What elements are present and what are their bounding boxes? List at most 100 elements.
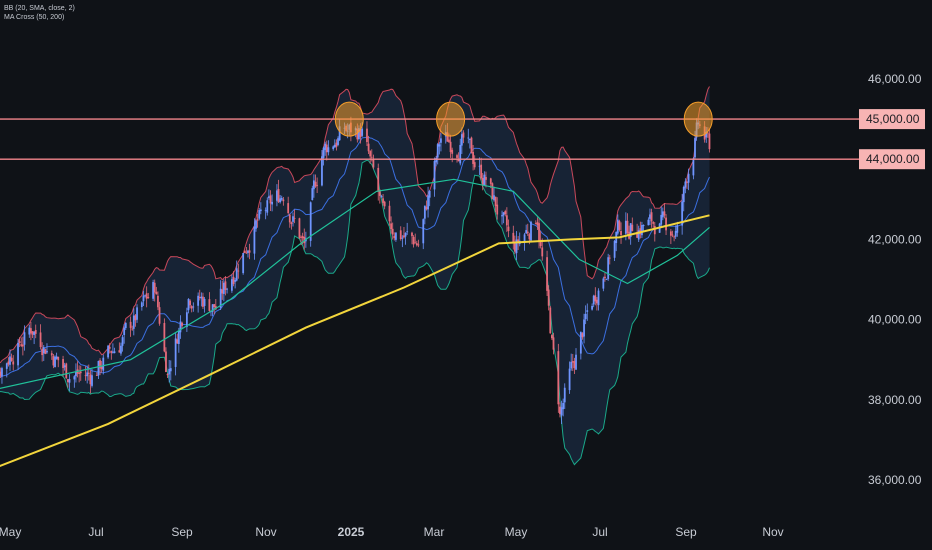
level-price-label[interactable]: 45,000.00 bbox=[859, 109, 925, 130]
candle bbox=[52, 353, 55, 369]
candle bbox=[462, 130, 465, 144]
candle-body bbox=[123, 327, 126, 336]
candle bbox=[539, 230, 542, 249]
candle-body bbox=[483, 174, 486, 186]
candle-body bbox=[5, 363, 8, 369]
time-axis[interactable]: May Jul Sep Nov 2025 Mar May Jul Sep Nov bbox=[0, 525, 784, 539]
candle-body bbox=[388, 205, 391, 222]
candle-body bbox=[687, 173, 690, 183]
price-axis[interactable]: 36,000.00 38,000.00 40,000.00 42,000.00 46,0… bbox=[859, 72, 925, 487]
candle bbox=[546, 250, 548, 297]
candle-body bbox=[673, 236, 675, 238]
price-tick-label: 40,000.00 bbox=[868, 313, 922, 327]
candle-body bbox=[28, 327, 31, 335]
candle bbox=[570, 353, 573, 371]
candle-body bbox=[68, 379, 71, 383]
candle-body bbox=[449, 141, 452, 153]
candle bbox=[473, 155, 476, 170]
candle bbox=[383, 200, 386, 210]
candle bbox=[665, 214, 667, 236]
candle-body bbox=[300, 237, 302, 238]
candle-body bbox=[650, 212, 653, 222]
candle bbox=[153, 279, 156, 302]
candle-body bbox=[338, 126, 341, 141]
bb-legend-label[interactable]: BB (20, SMA, close, 2) bbox=[4, 5, 75, 12]
highlight-circle bbox=[436, 101, 466, 137]
candle bbox=[367, 135, 370, 154]
candle-body bbox=[512, 232, 515, 243]
candle-body bbox=[46, 351, 48, 353]
candle-body bbox=[372, 158, 375, 168]
candle-body bbox=[18, 341, 21, 344]
candle-body bbox=[324, 143, 327, 151]
candle-body bbox=[390, 223, 392, 230]
candle-body bbox=[298, 218, 301, 238]
candle bbox=[118, 342, 121, 353]
candle-body bbox=[563, 387, 566, 403]
candle-body bbox=[226, 288, 228, 290]
candle-body bbox=[280, 197, 283, 200]
candle bbox=[177, 327, 180, 353]
candle-body bbox=[417, 244, 420, 246]
candle-body bbox=[456, 155, 458, 158]
candle bbox=[669, 229, 672, 245]
ma-legend-label[interactable]: MA Cross (50, 200) bbox=[4, 14, 65, 21]
candle bbox=[17, 338, 19, 370]
level-price-label[interactable]: 44,000.00 bbox=[859, 149, 925, 170]
candle bbox=[181, 321, 183, 329]
candle-body bbox=[626, 220, 629, 234]
candle bbox=[165, 347, 167, 373]
candle-body bbox=[321, 156, 323, 186]
candle bbox=[65, 362, 68, 379]
candle-body bbox=[592, 295, 595, 305]
candle bbox=[327, 140, 330, 156]
candle bbox=[84, 366, 87, 381]
candle-body bbox=[78, 372, 81, 374]
candle bbox=[592, 294, 595, 308]
candle-body bbox=[568, 368, 571, 391]
candle bbox=[87, 364, 90, 381]
candle-body bbox=[203, 298, 206, 306]
candle-body bbox=[95, 375, 98, 376]
candle-body bbox=[378, 189, 381, 196]
candle-body bbox=[584, 313, 587, 320]
candle bbox=[411, 231, 413, 245]
candle-body bbox=[23, 332, 26, 345]
candle-body bbox=[358, 128, 360, 140]
candle bbox=[243, 250, 246, 254]
candle bbox=[166, 373, 169, 379]
candle-body bbox=[395, 232, 397, 240]
candle bbox=[538, 217, 540, 249]
candle-body bbox=[534, 223, 537, 225]
level-price-label-text: 44,000.00 bbox=[866, 152, 920, 166]
candle-body bbox=[152, 282, 155, 299]
candle bbox=[428, 190, 431, 207]
highlight-circle bbox=[683, 101, 713, 137]
candle bbox=[417, 239, 420, 248]
candle-body bbox=[586, 310, 589, 312]
candle-body bbox=[327, 147, 330, 153]
candle-body bbox=[591, 305, 593, 310]
candle-body bbox=[489, 178, 492, 184]
candle-body bbox=[425, 206, 428, 210]
candle bbox=[414, 233, 417, 244]
candle-body bbox=[579, 331, 582, 354]
candle-body bbox=[573, 361, 576, 369]
candle-body bbox=[380, 196, 383, 198]
candle bbox=[637, 225, 640, 242]
candle bbox=[5, 362, 8, 378]
candle bbox=[145, 286, 148, 308]
candle-body bbox=[631, 224, 634, 231]
candle-body bbox=[647, 219, 650, 226]
bb-fill bbox=[0, 86, 710, 465]
candle-body bbox=[287, 203, 290, 214]
candle bbox=[438, 141, 441, 155]
price-tick-label: 38,000.00 bbox=[868, 393, 922, 407]
candle bbox=[562, 398, 565, 417]
candle bbox=[676, 221, 679, 237]
candle-body bbox=[222, 282, 225, 294]
candle-body bbox=[97, 360, 100, 376]
highlight-circles bbox=[334, 101, 713, 137]
